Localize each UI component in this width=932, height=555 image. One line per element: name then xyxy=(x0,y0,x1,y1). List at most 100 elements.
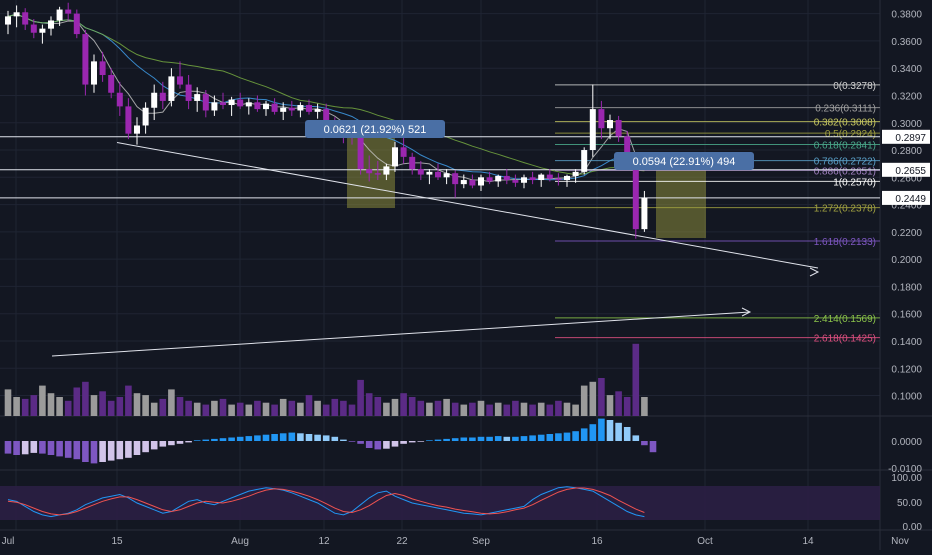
volume-bar xyxy=(348,404,356,416)
fib-level-label: 0.5(0.2924) xyxy=(825,129,876,140)
volume-bar xyxy=(125,385,132,416)
candle-body xyxy=(194,94,201,101)
time-tick-label: 12 xyxy=(318,536,330,547)
volume-bar xyxy=(460,404,468,416)
candle-body xyxy=(237,99,244,107)
candle-body xyxy=(220,102,226,106)
trendline-arrowhead xyxy=(809,267,820,277)
macd-bar xyxy=(228,437,235,441)
candle-body xyxy=(271,103,278,112)
candle-body xyxy=(374,173,381,175)
volume-bar xyxy=(331,398,339,416)
candle-body xyxy=(538,174,545,181)
price-marker-label: 0.2449 xyxy=(895,194,926,205)
candle-body xyxy=(460,180,467,185)
candle-body xyxy=(641,197,648,230)
macd-bar xyxy=(56,441,63,457)
candle-body xyxy=(486,177,493,182)
macd-bar xyxy=(133,441,141,455)
candle-body xyxy=(116,92,123,107)
macd-bar xyxy=(365,441,373,448)
macd-bar xyxy=(451,438,459,441)
candle-body xyxy=(443,173,450,178)
macd-bar xyxy=(159,441,167,447)
volume-bar xyxy=(546,404,554,416)
fib-level-label: 0.886(0.2651) xyxy=(814,166,876,177)
volume-bar xyxy=(572,404,579,416)
volume-bar xyxy=(245,404,253,416)
candle-body xyxy=(624,136,631,164)
volume-bar xyxy=(90,395,98,416)
candle-body xyxy=(99,61,106,76)
macd-bar xyxy=(383,441,390,449)
candle-body xyxy=(177,76,183,85)
volume-bar xyxy=(159,398,167,416)
price-tick-label: 0.2800 xyxy=(891,146,922,157)
macd-bar xyxy=(443,438,450,441)
candle-body xyxy=(409,156,416,170)
macd-bar xyxy=(512,436,519,441)
volume-bar xyxy=(150,402,158,416)
volume-bar xyxy=(563,402,571,416)
candle-body xyxy=(478,177,484,186)
macd-bar xyxy=(245,436,253,441)
macd-bar xyxy=(649,441,657,453)
fib-level-label: 0.236(0.3111) xyxy=(815,104,876,115)
macd-bar xyxy=(73,441,81,460)
volume-bar xyxy=(443,398,450,416)
stoch-band xyxy=(0,486,880,520)
candle-body xyxy=(202,94,209,111)
volume-bar xyxy=(254,400,261,416)
volume-bar xyxy=(262,402,270,416)
candle-body xyxy=(297,105,304,111)
macd-bar xyxy=(331,436,339,441)
volume-bar xyxy=(64,400,72,416)
candle-body xyxy=(254,102,261,110)
volume-bar xyxy=(116,397,124,416)
macd-bar xyxy=(434,439,442,441)
volume-bar xyxy=(529,404,536,416)
macd-bar xyxy=(408,441,416,443)
macd-bar xyxy=(537,434,545,441)
volume-bar xyxy=(469,402,476,416)
candle-body xyxy=(151,92,158,108)
price-tick-label: 0.2200 xyxy=(891,228,922,239)
time-tick-label: 16 xyxy=(591,536,603,547)
fib-level-label: 0.382(0.3008) xyxy=(814,118,876,129)
macd-bar xyxy=(125,441,132,458)
candle-body xyxy=(306,105,312,112)
volume-bar xyxy=(426,402,433,416)
stoch-k-line xyxy=(7,486,645,518)
candle-body xyxy=(91,61,97,85)
time-tick-label: 15 xyxy=(111,536,123,547)
macd-bar xyxy=(426,440,433,441)
candle-body xyxy=(581,150,588,172)
macd-bar xyxy=(39,441,46,454)
volume-bar xyxy=(615,391,622,416)
volume-bar xyxy=(623,397,631,416)
volume-bar xyxy=(142,395,149,416)
fib-level-label: 2.414(0.1569) xyxy=(814,314,876,325)
volume-bar xyxy=(99,391,106,416)
macd-bar xyxy=(589,424,597,441)
fib-level-label: 1(0.2570) xyxy=(833,177,876,188)
macd-bar xyxy=(417,441,425,442)
macd-bar xyxy=(477,436,485,441)
fib-level-label: 0.618(0.2841) xyxy=(814,140,876,151)
candle-body xyxy=(572,171,579,176)
candle-body xyxy=(108,75,115,93)
volume-bar xyxy=(297,402,304,416)
macd-bar xyxy=(64,441,72,458)
macd-bar xyxy=(82,441,89,462)
candle-body xyxy=(13,12,20,17)
macd-bar xyxy=(185,441,192,443)
volume-bar xyxy=(512,400,519,416)
candle-body xyxy=(5,16,11,25)
macd-bar xyxy=(116,441,124,460)
stoch-d-line xyxy=(7,487,645,516)
candle-body xyxy=(400,147,407,157)
macd-bar xyxy=(486,436,493,441)
volume-bar xyxy=(271,404,278,416)
macd-tick-label: -0.0100 xyxy=(888,464,922,475)
